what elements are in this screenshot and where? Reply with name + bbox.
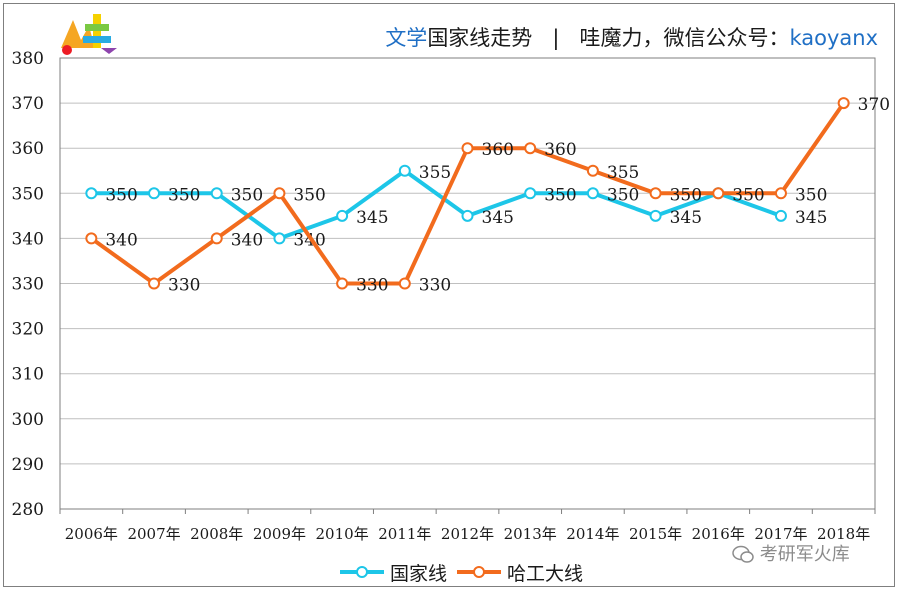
data-point-hit: [210, 232, 223, 245]
data-label-hit: 330: [419, 276, 451, 296]
data-label-hit: 350: [795, 185, 827, 205]
series-line-national: [91, 168, 782, 241]
watermark-text: 考研军火库: [759, 544, 850, 565]
data-label-hit: 360: [544, 140, 576, 160]
y-tick-label: 370: [12, 94, 44, 114]
x-tick-label: 2008年: [190, 525, 243, 543]
data-label-national: 345: [356, 208, 388, 228]
data-point-hit: [712, 187, 725, 200]
data-point-national: [649, 209, 662, 222]
data-point-hit: [524, 142, 537, 155]
data-label-hit: 330: [356, 276, 388, 296]
data-label-hit: 340: [105, 230, 137, 250]
data-point-national: [524, 187, 537, 200]
x-tick-label: 2010年: [316, 525, 369, 543]
y-tick-label: 300: [12, 410, 44, 430]
chart-legend: 国家线 哈工大线: [340, 558, 583, 586]
data-label-national: 350: [544, 185, 576, 205]
data-point-national: [461, 209, 474, 222]
data-label-hit: 350: [732, 185, 764, 205]
y-tick-label: 360: [12, 139, 44, 159]
legend-swatch-hit: [457, 566, 502, 578]
header-part1: 文学: [385, 26, 428, 50]
data-label-national: 350: [168, 185, 200, 205]
data-label-hit: 355: [607, 163, 639, 183]
data-point-national: [398, 164, 411, 177]
data-point-national: [85, 187, 98, 200]
x-tick-label: 2006年: [65, 525, 118, 543]
x-tick-label: 2011年: [378, 525, 431, 543]
x-tick-label: 2012年: [441, 525, 494, 543]
data-point-national: [273, 232, 286, 245]
data-label-national: 350: [607, 185, 639, 205]
header-part2: 国家线走势: [427, 26, 533, 50]
data-point-hit: [148, 277, 161, 290]
data-point-hit: [586, 164, 599, 177]
plot-area: [59, 57, 876, 510]
data-label-national: 345: [482, 208, 514, 228]
y-tick-label: 320: [12, 320, 44, 340]
data-point-national: [586, 187, 599, 200]
header-part3: 哇魔力，微信公众号：: [579, 26, 790, 50]
data-point-national: [148, 187, 161, 200]
chart-header: 文学国家线走势 | 哇魔力，微信公众号：kaoyanx: [385, 22, 878, 52]
header-part4: kaoyanx: [789, 26, 878, 50]
x-tick-label: 2016年: [692, 525, 745, 543]
y-tick-label: 280: [12, 500, 44, 520]
legend-item-hit: 哈工大线: [457, 559, 583, 586]
data-label-hit: 370: [858, 95, 890, 115]
data-point-national: [210, 187, 223, 200]
watermark: 考研军火库: [732, 540, 850, 566]
x-tick-label: 2014年: [566, 525, 619, 543]
data-point-hit: [273, 187, 286, 200]
legend-item-national: 国家线: [340, 559, 447, 586]
colorful-logo-icon: [61, 14, 117, 55]
data-label-hit: 350: [670, 185, 702, 205]
data-point-hit: [774, 187, 787, 200]
y-tick-label: 350: [12, 184, 44, 204]
header-separator: |: [552, 26, 560, 50]
y-tick-label: 310: [12, 365, 44, 385]
data-label-national: 350: [231, 185, 263, 205]
y-tick-label: 290: [12, 455, 44, 475]
chart-frame: [3, 3, 895, 587]
legend-swatch-national: [340, 566, 384, 578]
data-point-hit: [85, 232, 98, 245]
data-point-hit: [461, 142, 474, 155]
data-label-hit: 330: [168, 276, 200, 296]
data-label-hit: 350: [293, 185, 325, 205]
data-label-national: 345: [795, 208, 827, 228]
x-tick-label: 2009年: [253, 525, 306, 543]
data-point-hit: [649, 187, 662, 200]
y-tick-label: 380: [12, 49, 44, 69]
y-tick-label: 340: [12, 229, 44, 249]
x-tick-label: 2017年: [754, 525, 807, 543]
y-tick-label: 330: [12, 275, 44, 295]
data-point-national: [336, 209, 349, 222]
data-label-national: 355: [419, 163, 451, 183]
data-point-hit: [336, 277, 349, 290]
x-tick-label: 2015年: [629, 525, 682, 543]
legend-label-hit: 哈工大线: [507, 562, 584, 585]
data-label-national: 345: [670, 208, 702, 228]
data-point-hit: [398, 277, 411, 290]
data-point-hit: [837, 97, 850, 110]
data-label-hit: 360: [482, 140, 514, 160]
x-tick-label: 2013年: [504, 525, 557, 543]
data-label-hit: 340: [231, 230, 263, 250]
data-point-national: [774, 209, 787, 222]
legend-label-national: 国家线: [390, 562, 448, 585]
x-tick-label: 2007年: [127, 525, 180, 543]
x-tick-label: 2018年: [817, 525, 870, 543]
data-label-national: 350: [105, 185, 137, 205]
wechat-icon: [732, 545, 754, 563]
